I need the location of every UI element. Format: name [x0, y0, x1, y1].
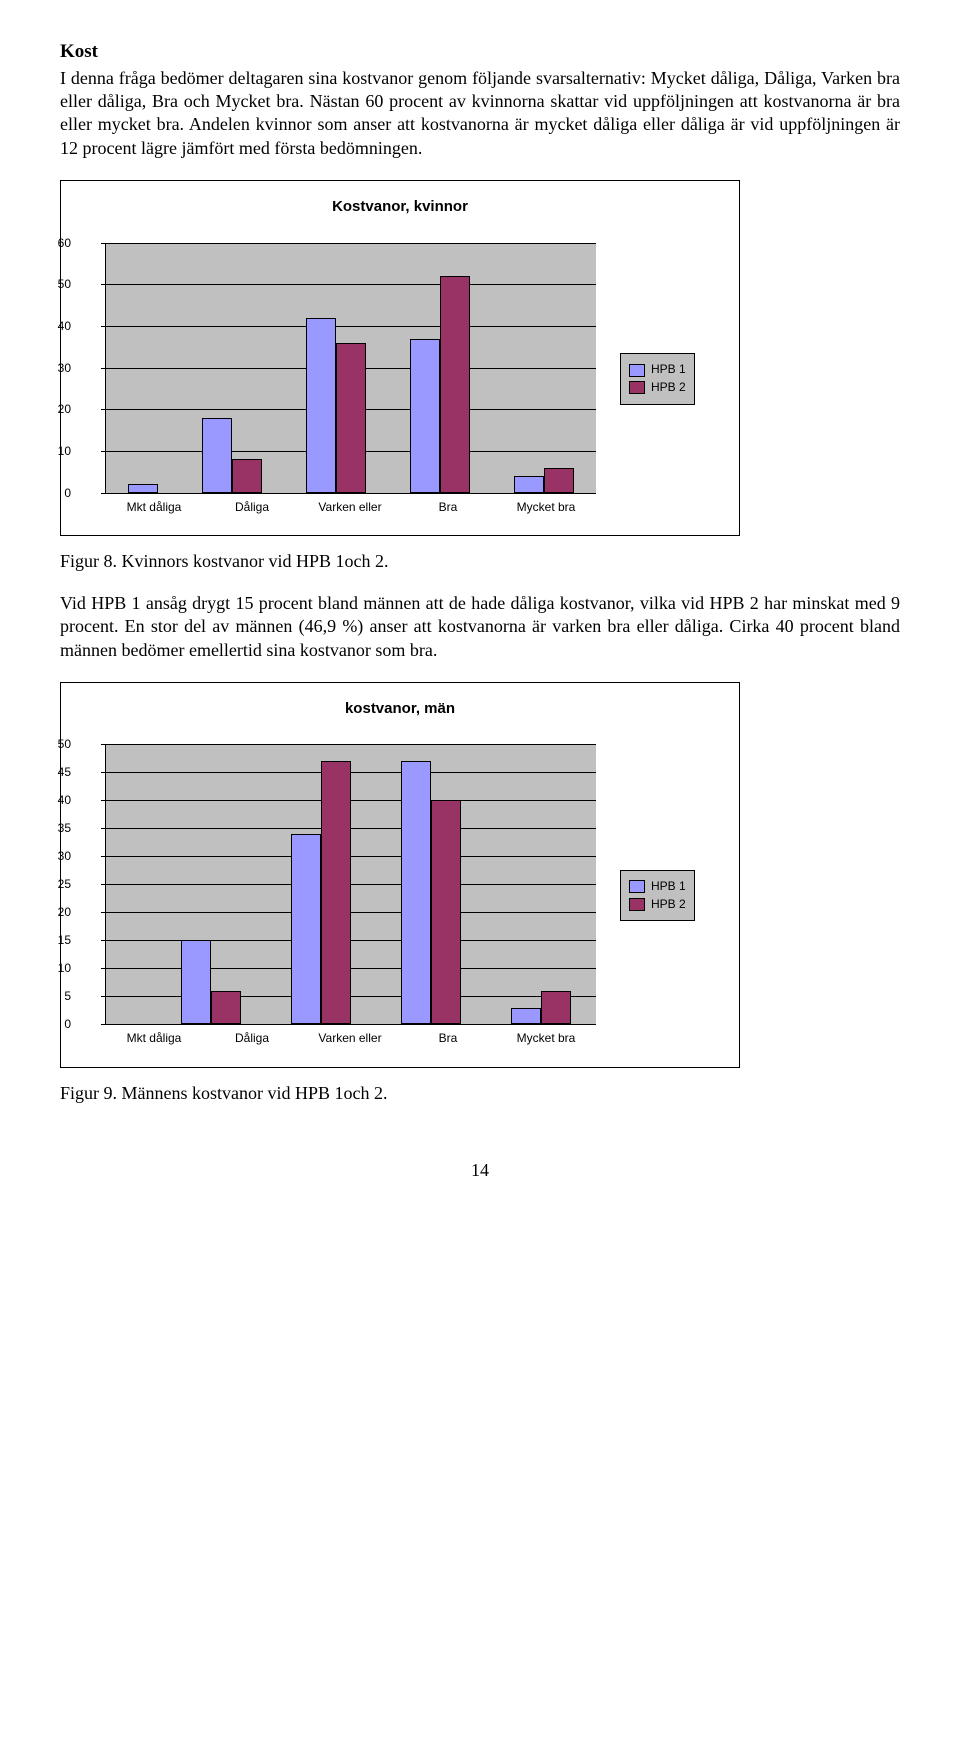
chart-box-kvinnor: Kostvanor, kvinnor 0102030405060Mkt dåli… — [60, 180, 740, 536]
bar-group — [202, 418, 262, 493]
bar — [202, 418, 232, 493]
chart-man: 05101520253035404550Mkt dåligaDåligaVark… — [75, 744, 596, 1047]
legend-item: HPB 2 — [629, 897, 686, 913]
legend-swatch — [629, 880, 645, 893]
legend-label: HPB 1 — [651, 362, 686, 378]
y-tick-label: 50 — [58, 278, 71, 290]
x-tick-label: Mkt dåliga — [105, 1031, 203, 1047]
legend-label: HPB 1 — [651, 879, 686, 895]
bar — [306, 318, 336, 493]
y-tick-label: 20 — [58, 906, 71, 918]
legend-swatch — [629, 364, 645, 377]
y-tick-label: 30 — [58, 362, 71, 374]
bar — [544, 468, 574, 493]
y-tick-label: 15 — [58, 934, 71, 946]
x-tick-label: Bra — [399, 500, 497, 516]
x-tick-label: Dåliga — [203, 1031, 301, 1047]
bar-group — [514, 468, 574, 493]
legend-item: HPB 1 — [629, 879, 686, 895]
bar — [440, 276, 470, 493]
bar — [181, 940, 211, 1024]
x-tick-label: Mkt dåliga — [105, 500, 203, 516]
y-tick-label: 60 — [58, 237, 71, 249]
bar — [410, 339, 440, 493]
bar-group — [128, 484, 158, 492]
x-tick-label: Mycket bra — [497, 500, 595, 516]
bar-group — [291, 761, 351, 1024]
y-tick-label: 5 — [64, 990, 71, 1002]
bar — [291, 834, 321, 1024]
y-tick-label: 40 — [58, 320, 71, 332]
section-heading: Kost — [60, 40, 900, 65]
chart1-legend: HPB 1 HPB 2 — [620, 353, 695, 404]
bar-group — [181, 940, 241, 1024]
chart-title: Kostvanor, kvinnor — [75, 197, 725, 217]
figure-caption-8: Figur 8. Kvinnors kostvanor vid HPB 1och… — [60, 550, 900, 573]
legend-swatch — [629, 898, 645, 911]
bar — [321, 761, 351, 1024]
bar — [511, 1008, 541, 1025]
page-number: 14 — [60, 1159, 900, 1182]
legend-swatch — [629, 381, 645, 394]
bar — [336, 343, 366, 493]
bar — [514, 476, 544, 493]
y-tick-label: 20 — [58, 403, 71, 415]
x-tick-label: Mycket bra — [497, 1031, 595, 1047]
chart-title: kostvanor, män — [75, 699, 725, 719]
y-tick-label: 30 — [58, 850, 71, 862]
x-tick-label: Dåliga — [203, 500, 301, 516]
bar-group — [511, 991, 571, 1025]
legend-item: HPB 1 — [629, 362, 686, 378]
x-tick-label: Varken eller — [301, 500, 399, 516]
y-tick-label: 45 — [58, 766, 71, 778]
y-tick-label: 50 — [58, 738, 71, 750]
y-tick-label: 35 — [58, 822, 71, 834]
bar — [401, 761, 431, 1024]
bar — [232, 459, 262, 492]
y-tick-label: 40 — [58, 794, 71, 806]
legend-item: HPB 2 — [629, 380, 686, 396]
chart-box-man: kostvanor, män 05101520253035404550Mkt d… — [60, 682, 740, 1068]
paragraph-2: Vid HPB 1 ansåg drygt 15 procent bland m… — [60, 592, 900, 662]
bar-group — [306, 318, 366, 493]
chart-kvinnor: 0102030405060Mkt dåligaDåligaVarken elle… — [75, 243, 596, 516]
bar — [541, 991, 571, 1025]
bar — [431, 800, 461, 1024]
bar — [211, 991, 241, 1025]
chart2-legend: HPB 1 HPB 2 — [620, 870, 695, 921]
y-tick-label: 0 — [64, 1018, 71, 1030]
bar-group — [401, 761, 461, 1024]
legend-label: HPB 2 — [651, 380, 686, 396]
y-tick-label: 0 — [64, 487, 71, 499]
bar-group — [410, 276, 470, 493]
y-tick-label: 25 — [58, 878, 71, 890]
legend-label: HPB 2 — [651, 897, 686, 913]
bar — [128, 484, 158, 492]
y-tick-label: 10 — [58, 445, 71, 457]
figure-caption-9: Figur 9. Männens kostvanor vid HPB 1och … — [60, 1082, 900, 1105]
x-tick-label: Bra — [399, 1031, 497, 1047]
y-tick-label: 10 — [58, 962, 71, 974]
paragraph-1: I denna fråga bedömer deltagaren sina ko… — [60, 67, 900, 161]
x-tick-label: Varken eller — [301, 1031, 399, 1047]
